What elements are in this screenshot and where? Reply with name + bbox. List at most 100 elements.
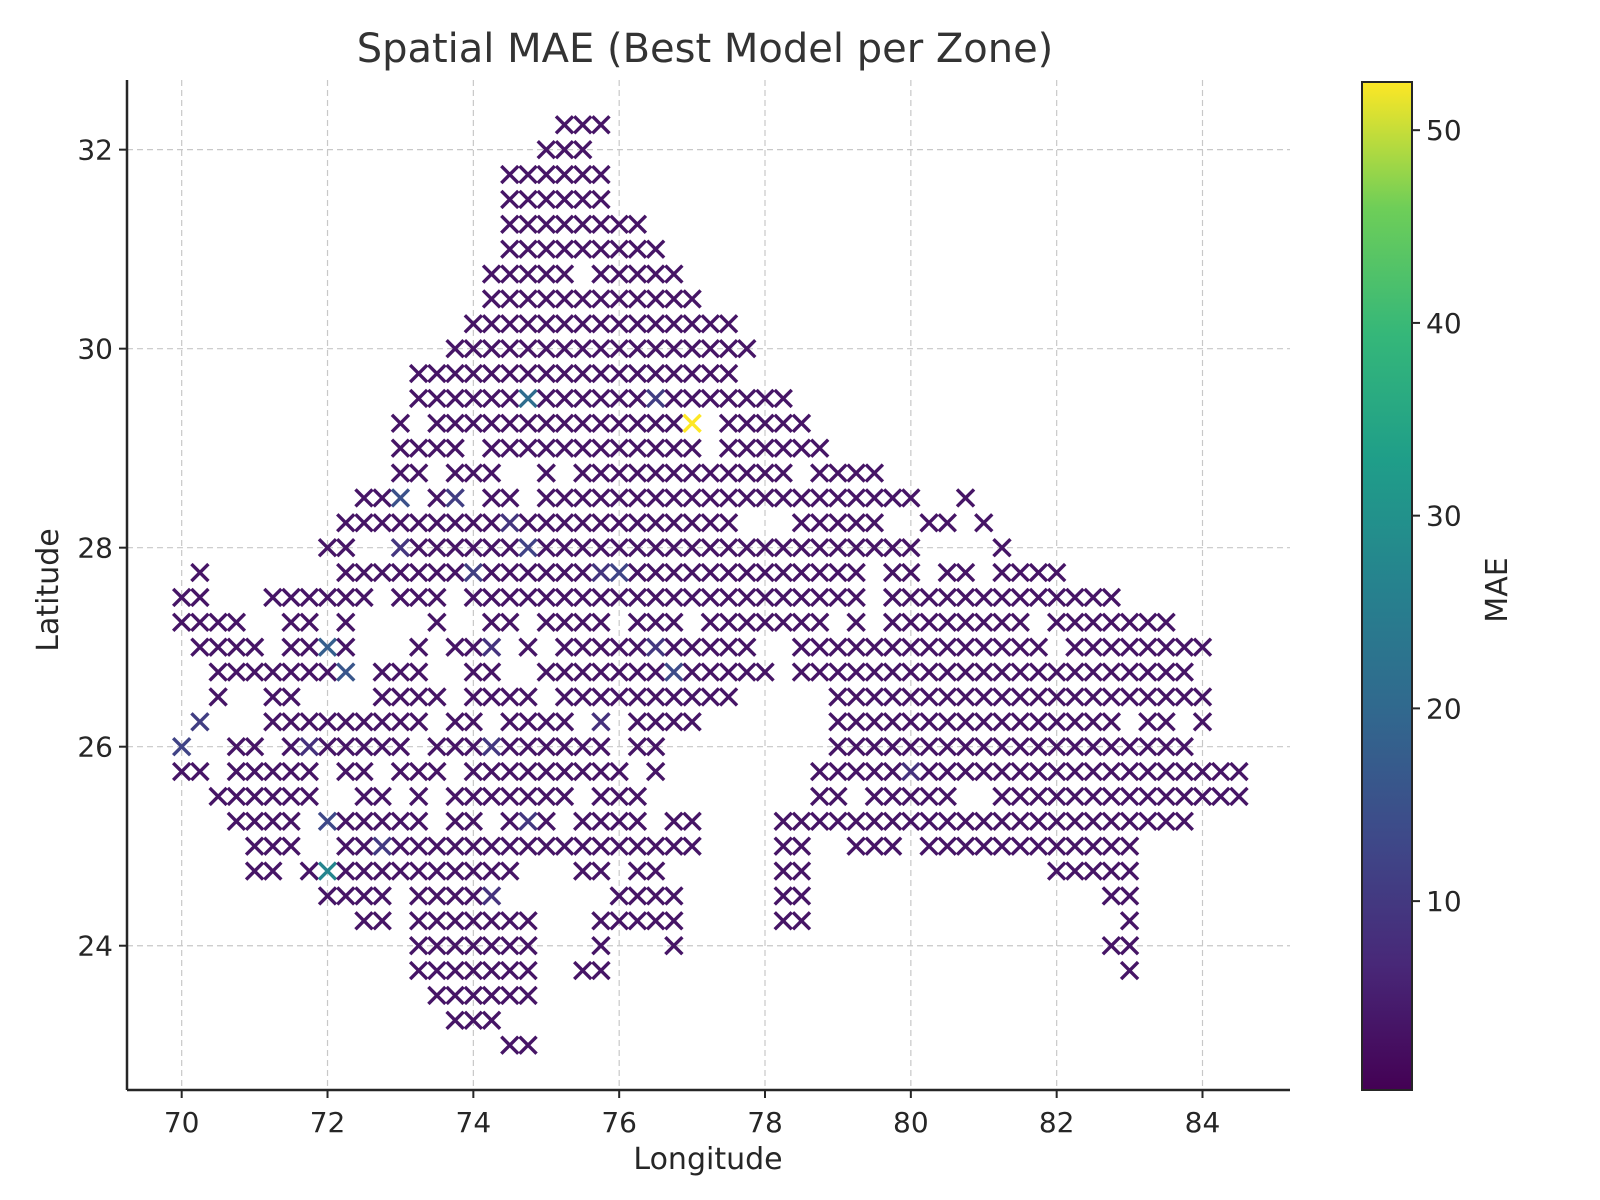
data-point-marker [992,761,1012,782]
data-point-marker [336,662,356,682]
data-point-marker [536,338,556,359]
data-point-marker [336,861,356,881]
data-point-marker [846,761,866,782]
data-point-marker [1101,836,1122,856]
data-point-marker [536,264,556,284]
data-point-marker [536,363,556,384]
data-point-marker [244,761,265,782]
data-point-marker [700,612,721,633]
data-point-marker [536,736,556,757]
data-point-marker [864,637,885,657]
data-point-marker [591,338,611,359]
data-point-marker [700,513,721,533]
data-point-marker [481,537,502,558]
data-point-marker [846,463,866,483]
data-point-marker [573,612,593,633]
data-point-marker [718,388,739,409]
data-point-marker [718,438,739,458]
data-point-marker [718,662,739,682]
data-point-marker [609,911,629,931]
data-point-marker [1010,637,1030,657]
data-point-marker [463,985,484,1006]
data-point-marker [354,562,374,583]
data-point-marker [408,662,429,682]
data-point-marker [809,513,830,533]
data-point-marker [573,214,593,234]
data-point-marker [937,513,958,533]
data-point-marker [354,488,374,508]
data-point-marker [992,587,1012,608]
data-point-marker [573,115,593,135]
data-point-marker [937,612,958,633]
data-point-marker [1229,761,1249,782]
data-point-marker [536,214,556,234]
data-point-marker [700,587,721,608]
data-point-marker [609,338,629,359]
data-point-marker [846,662,866,682]
data-point-marker [937,811,958,832]
data-point-marker [518,587,538,608]
data-point-marker [244,786,265,807]
data-point-marker [919,612,939,633]
data-point-marker [372,911,392,931]
data-point-marker [463,363,484,384]
data-point-marker [1065,811,1085,832]
data-point-marker [500,239,520,259]
data-point-marker [919,786,939,807]
data-point-marker [317,537,338,558]
data-point-marker [773,861,793,881]
data-point-marker [591,911,611,931]
data-point-marker [1046,712,1067,732]
data-point-marker [591,836,611,856]
data-point-marker [1083,861,1103,881]
data-point-marker [500,786,520,807]
data-point-marker [627,338,648,359]
data-point-marker [737,463,757,483]
data-point-marker [408,463,429,483]
data-point-marker [645,637,666,657]
data-point-marker [974,761,994,782]
data-point-marker [882,736,903,757]
data-point-marker [901,811,921,832]
data-point-marker [773,463,793,483]
data-point-marker [263,662,283,682]
data-point-marker [609,537,629,558]
data-point-marker [755,662,775,682]
data-point-marker [390,438,411,458]
data-point-marker [445,537,465,558]
data-point-marker [1119,911,1140,931]
data-point-marker [1010,687,1030,707]
data-point-marker [281,712,301,732]
data-point-marker [408,960,429,981]
data-point-marker [791,836,812,856]
data-point-marker [573,861,593,881]
data-point-marker [992,736,1012,757]
data-point-marker [408,786,429,807]
data-point-marker [1174,761,1194,782]
data-point-marker [518,438,538,458]
data-point-marker [609,562,629,583]
data-point-marker [1156,736,1176,757]
data-point-marker [354,736,374,757]
data-point-marker [591,736,611,757]
data-point-marker [500,1035,520,1055]
data-point-marker [1010,587,1030,608]
data-point-marker [955,612,976,633]
data-point-marker [1156,612,1176,633]
data-point-marker [591,189,611,210]
data-point-marker [591,413,611,434]
data-point-marker [1211,761,1231,782]
data-point-marker [536,463,556,483]
data-point-marker [682,637,702,657]
data-point-marker [955,761,976,782]
data-point-marker [171,587,192,608]
data-point-marker [481,936,502,956]
data-point-marker [554,786,575,807]
data-point-marker [390,736,411,757]
data-point-marker [791,513,812,533]
data-point-marker [408,587,429,608]
data-point-marker [408,936,429,956]
data-point-marker [901,562,921,583]
data-point-marker [1028,562,1049,583]
